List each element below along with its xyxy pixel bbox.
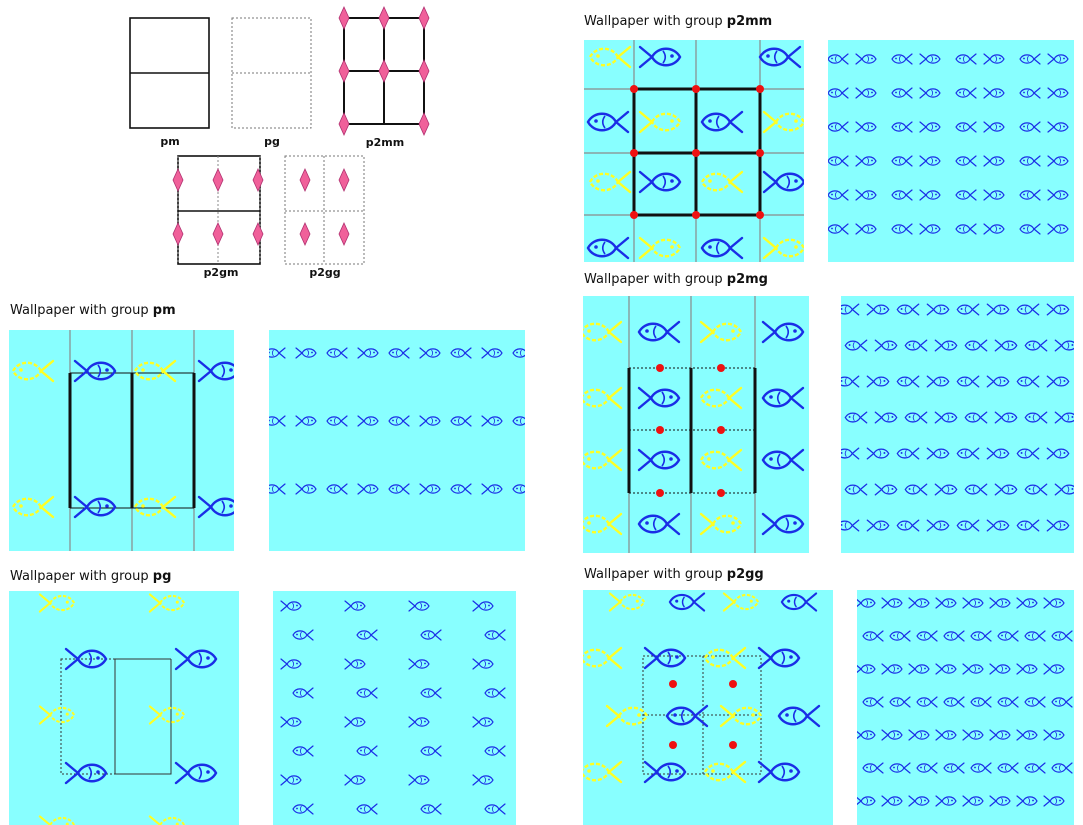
legend-pg-cell bbox=[231, 17, 312, 129]
p2mg-cell-diagram bbox=[583, 296, 809, 553]
red-dot-icon bbox=[669, 680, 737, 749]
legend-label-p2gg: p2gg bbox=[309, 266, 341, 279]
legend-label-p2mm: p2mm bbox=[365, 136, 405, 149]
p2gg-cell-diagram bbox=[583, 590, 833, 825]
red-dot-icon bbox=[630, 85, 764, 219]
p2gg-wallpaper bbox=[857, 590, 1074, 825]
legend-p2gm-cell bbox=[172, 155, 264, 265]
caption-p2mm: Wallpaper with group p2mm bbox=[584, 14, 773, 29]
caption-pg: Wallpaper with group pg bbox=[10, 569, 172, 584]
legend-p2mm-cell bbox=[338, 6, 430, 136]
pg-cell-diagram bbox=[9, 591, 239, 825]
p2mg-wallpaper bbox=[841, 296, 1074, 553]
legend-label-pg: pg bbox=[264, 135, 280, 148]
pm-wallpaper bbox=[269, 330, 525, 551]
red-dot-icon bbox=[656, 364, 725, 497]
legend-p2gg-cell bbox=[284, 155, 365, 265]
legend-pm-cell bbox=[129, 17, 210, 129]
caption-pm: Wallpaper with group pm bbox=[10, 303, 176, 318]
legend-label-p2gm: p2gm bbox=[203, 266, 239, 279]
pg-wallpaper bbox=[273, 591, 516, 825]
p2mm-cell-diagram bbox=[584, 40, 804, 262]
pm-cell-diagram bbox=[9, 330, 234, 551]
legend-label-pm: pm bbox=[160, 135, 180, 148]
p2mm-wallpaper bbox=[828, 40, 1074, 262]
caption-p2mg: Wallpaper with group p2mg bbox=[584, 272, 768, 287]
caption-p2gg: Wallpaper with group p2gg bbox=[584, 567, 764, 582]
